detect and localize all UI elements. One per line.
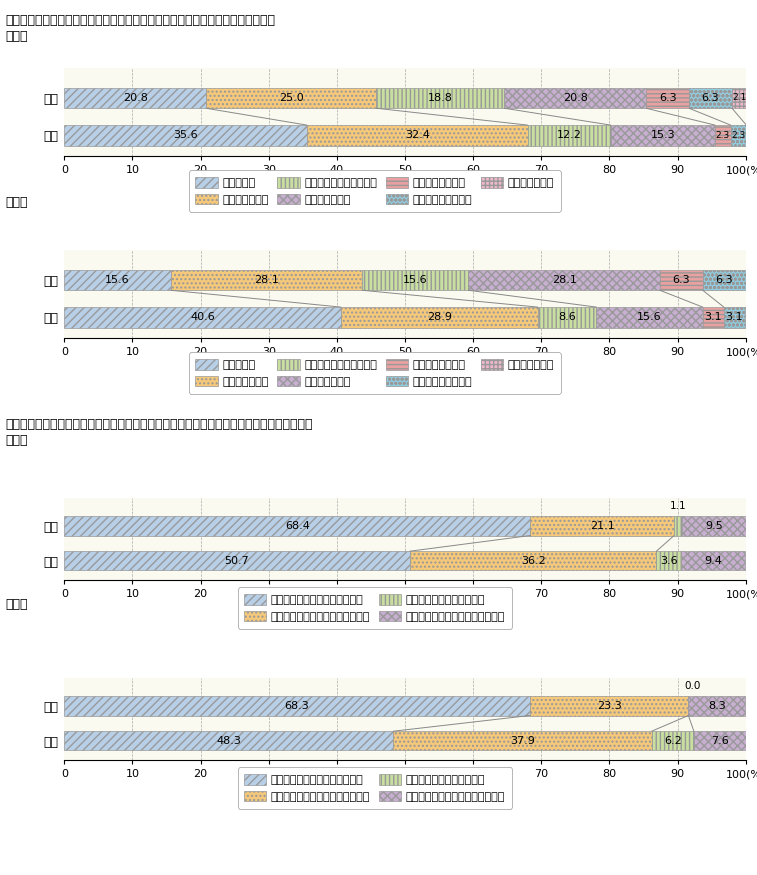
Bar [689, 88, 732, 108]
Bar [64, 516, 531, 536]
Text: 68.4: 68.4 [285, 521, 310, 531]
Bar [732, 88, 746, 108]
Text: 8.3: 8.3 [708, 701, 725, 710]
Text: 6.3: 6.3 [672, 275, 690, 285]
Bar [702, 307, 724, 328]
Text: 28.1: 28.1 [552, 275, 577, 285]
Bar [341, 307, 538, 328]
Text: 35.6: 35.6 [173, 130, 198, 140]
Text: 3.1: 3.1 [705, 312, 722, 322]
Text: 20.8: 20.8 [563, 93, 587, 103]
Text: 2.3: 2.3 [715, 131, 730, 140]
Text: 2.3: 2.3 [731, 131, 746, 140]
Bar [64, 270, 170, 290]
Text: 32.4: 32.4 [405, 130, 430, 140]
Bar [394, 732, 652, 751]
Bar [504, 88, 646, 108]
Text: 50.7: 50.7 [225, 556, 249, 566]
Bar [688, 696, 745, 716]
Text: 0.0: 0.0 [684, 682, 700, 691]
Text: 2.1: 2.1 [732, 94, 746, 102]
Text: 8.6: 8.6 [558, 312, 576, 322]
Legend: 定年まで公務員生活を続けたい, 長期間勤めてから転職を考えたい, 若いうちに転職を考えたい, 条件が合えばいつでも転職したい: 定年まで公務員生活を続けたい, 長期間勤めてから転職を考えたい, 若いうちに転職… [238, 767, 512, 808]
Text: 全区分: 全区分 [5, 434, 27, 447]
Legend: 事務次官級, 本府省の局長級, 本府省の次長・審議官級, 本府省の課長級, 本府省の企画官級, 本府省の課長補佐級, 本府省の係長級: 事務次官級, 本府省の局長級, 本府省の次長・審議官級, 本府省の課長級, 本府… [188, 353, 561, 394]
Text: 48.3: 48.3 [217, 736, 241, 746]
Bar [531, 516, 674, 536]
Text: 6.3: 6.3 [702, 93, 719, 103]
Text: 37.9: 37.9 [510, 736, 535, 746]
Text: 25.0: 25.0 [279, 93, 304, 103]
Text: 40.6: 40.6 [190, 312, 215, 322]
Bar [537, 307, 597, 328]
Text: 6.3: 6.3 [715, 275, 733, 285]
Bar [376, 88, 504, 108]
Legend: 定年まで公務員生活を続けたい, 長期間勤めてから転職を考えたい, 若いうちに転職を考えたい, 条件が合えばいつでも転職したい: 定年まで公務員生活を続けたい, 長期間勤めてから転職を考えたい, 若いうちに転職… [238, 587, 512, 628]
Bar [694, 732, 746, 751]
Bar [206, 88, 376, 108]
Bar [64, 732, 394, 751]
Text: 国家公務員としていつまで働きたいと思いますか（無回答・「分からない」を除いて集計）: 国家公務員としていつまで働きたいと思いますか（無回答・「分からない」を除いて集計… [5, 418, 313, 431]
Bar [731, 125, 746, 146]
Bar [410, 551, 656, 570]
Text: 15.6: 15.6 [637, 312, 662, 322]
Text: 20.8: 20.8 [123, 93, 148, 103]
Bar [469, 270, 660, 290]
Text: 28.1: 28.1 [254, 275, 279, 285]
Text: 18.8: 18.8 [428, 93, 453, 103]
Bar [702, 270, 746, 290]
Text: 法文系: 法文系 [5, 598, 27, 611]
Text: 28.9: 28.9 [427, 312, 452, 322]
Bar [660, 270, 702, 290]
Text: 36.2: 36.2 [521, 556, 546, 566]
Text: 9.5: 9.5 [705, 521, 723, 531]
Text: 1.1: 1.1 [669, 501, 686, 511]
Bar [674, 516, 681, 536]
Bar [64, 88, 206, 108]
Bar [715, 125, 731, 146]
Text: 23.3: 23.3 [597, 701, 621, 710]
Bar [530, 696, 688, 716]
Text: 6.3: 6.3 [659, 93, 677, 103]
Text: 6.2: 6.2 [664, 736, 681, 746]
Text: 将来どこまで昇進したいと思いますか（無回答・「分からない」を除いて集計）: 将来どこまで昇進したいと思いますか（無回答・「分からない」を除いて集計） [5, 14, 275, 27]
Text: 15.6: 15.6 [403, 275, 428, 285]
Text: 21.1: 21.1 [590, 521, 615, 531]
Text: 9.4: 9.4 [704, 556, 722, 566]
Bar [362, 270, 469, 290]
Bar [681, 516, 746, 536]
Bar [528, 125, 611, 146]
Bar [170, 270, 362, 290]
Bar [656, 551, 681, 570]
Text: 法文系: 法文系 [5, 196, 27, 209]
Text: 7.6: 7.6 [711, 736, 729, 746]
Text: 15.6: 15.6 [105, 275, 129, 285]
Bar [307, 125, 528, 146]
Bar [681, 551, 745, 570]
Text: 全区分: 全区分 [5, 30, 27, 43]
Bar [646, 88, 689, 108]
Bar [64, 125, 307, 146]
Bar [597, 307, 702, 328]
Legend: 事務次官級, 本府省の局長級, 本府省の次長・審議官級, 本府省の課長級, 本府省の企画官級, 本府省の課長補佐級, 本府省の係長級: 事務次官級, 本府省の局長級, 本府省の次長・審議官級, 本府省の課長級, 本府… [188, 171, 561, 212]
Text: 12.2: 12.2 [556, 130, 581, 140]
Bar [64, 307, 341, 328]
Bar [64, 696, 530, 716]
Text: 15.3: 15.3 [650, 130, 675, 140]
Text: 3.6: 3.6 [660, 556, 678, 566]
Bar [64, 551, 410, 570]
Text: 68.3: 68.3 [285, 701, 310, 710]
Bar [724, 307, 745, 328]
Text: 3.1: 3.1 [726, 312, 743, 322]
Bar [652, 732, 694, 751]
Bar [611, 125, 715, 146]
